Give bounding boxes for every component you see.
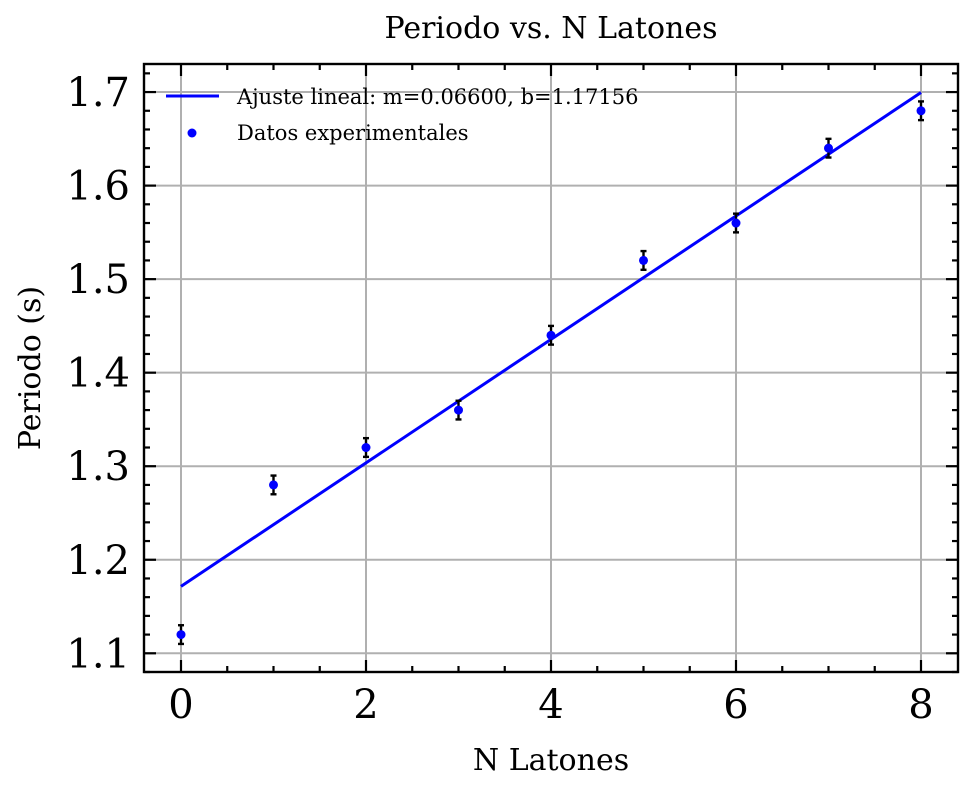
plot-area xyxy=(176,91,926,646)
grid xyxy=(144,64,958,672)
data-point xyxy=(361,443,371,453)
data-point xyxy=(916,106,926,116)
chart-title: Periodo vs. N Latones xyxy=(385,11,718,46)
y-tick-label: 1.6 xyxy=(66,164,130,210)
data-point xyxy=(454,405,463,415)
x-tick-label: 8 xyxy=(908,682,933,728)
tick-labels: 0 2 4 6 8 1.1 1.2 1.3 1.4 1.5 1.6 1.7 xyxy=(66,70,933,728)
legend: Ajuste lineal: m=0.06600, b=1.17156 Dato… xyxy=(166,85,638,145)
y-tick-label: 1.7 xyxy=(66,70,130,116)
x-tick-label: 6 xyxy=(723,682,748,728)
axis-ticks xyxy=(144,64,958,674)
data-point xyxy=(824,143,833,153)
legend-marker-swatch xyxy=(187,128,197,138)
data-point xyxy=(639,255,648,265)
x-tick-label: 4 xyxy=(538,682,563,728)
data-point xyxy=(546,330,556,340)
data-point xyxy=(731,218,741,228)
y-tick-label: 1.5 xyxy=(66,257,130,303)
legend-label-fit: Ajuste lineal: m=0.06600, b=1.17156 xyxy=(236,85,638,109)
legend-label-data: Datos experimentales xyxy=(237,121,469,145)
y-tick-label: 1.1 xyxy=(66,631,130,677)
y-axis-label: Periodo (s) xyxy=(13,286,48,450)
y-tick-label: 1.3 xyxy=(66,444,130,490)
x-tick-label: 2 xyxy=(353,682,378,728)
data-point xyxy=(176,630,186,640)
y-tick-label: 1.2 xyxy=(66,538,130,584)
x-tick-label: 0 xyxy=(168,682,193,728)
x-axis-label: N Latones xyxy=(473,743,629,778)
y-tick-label: 1.4 xyxy=(66,351,130,397)
data-point xyxy=(269,480,278,490)
